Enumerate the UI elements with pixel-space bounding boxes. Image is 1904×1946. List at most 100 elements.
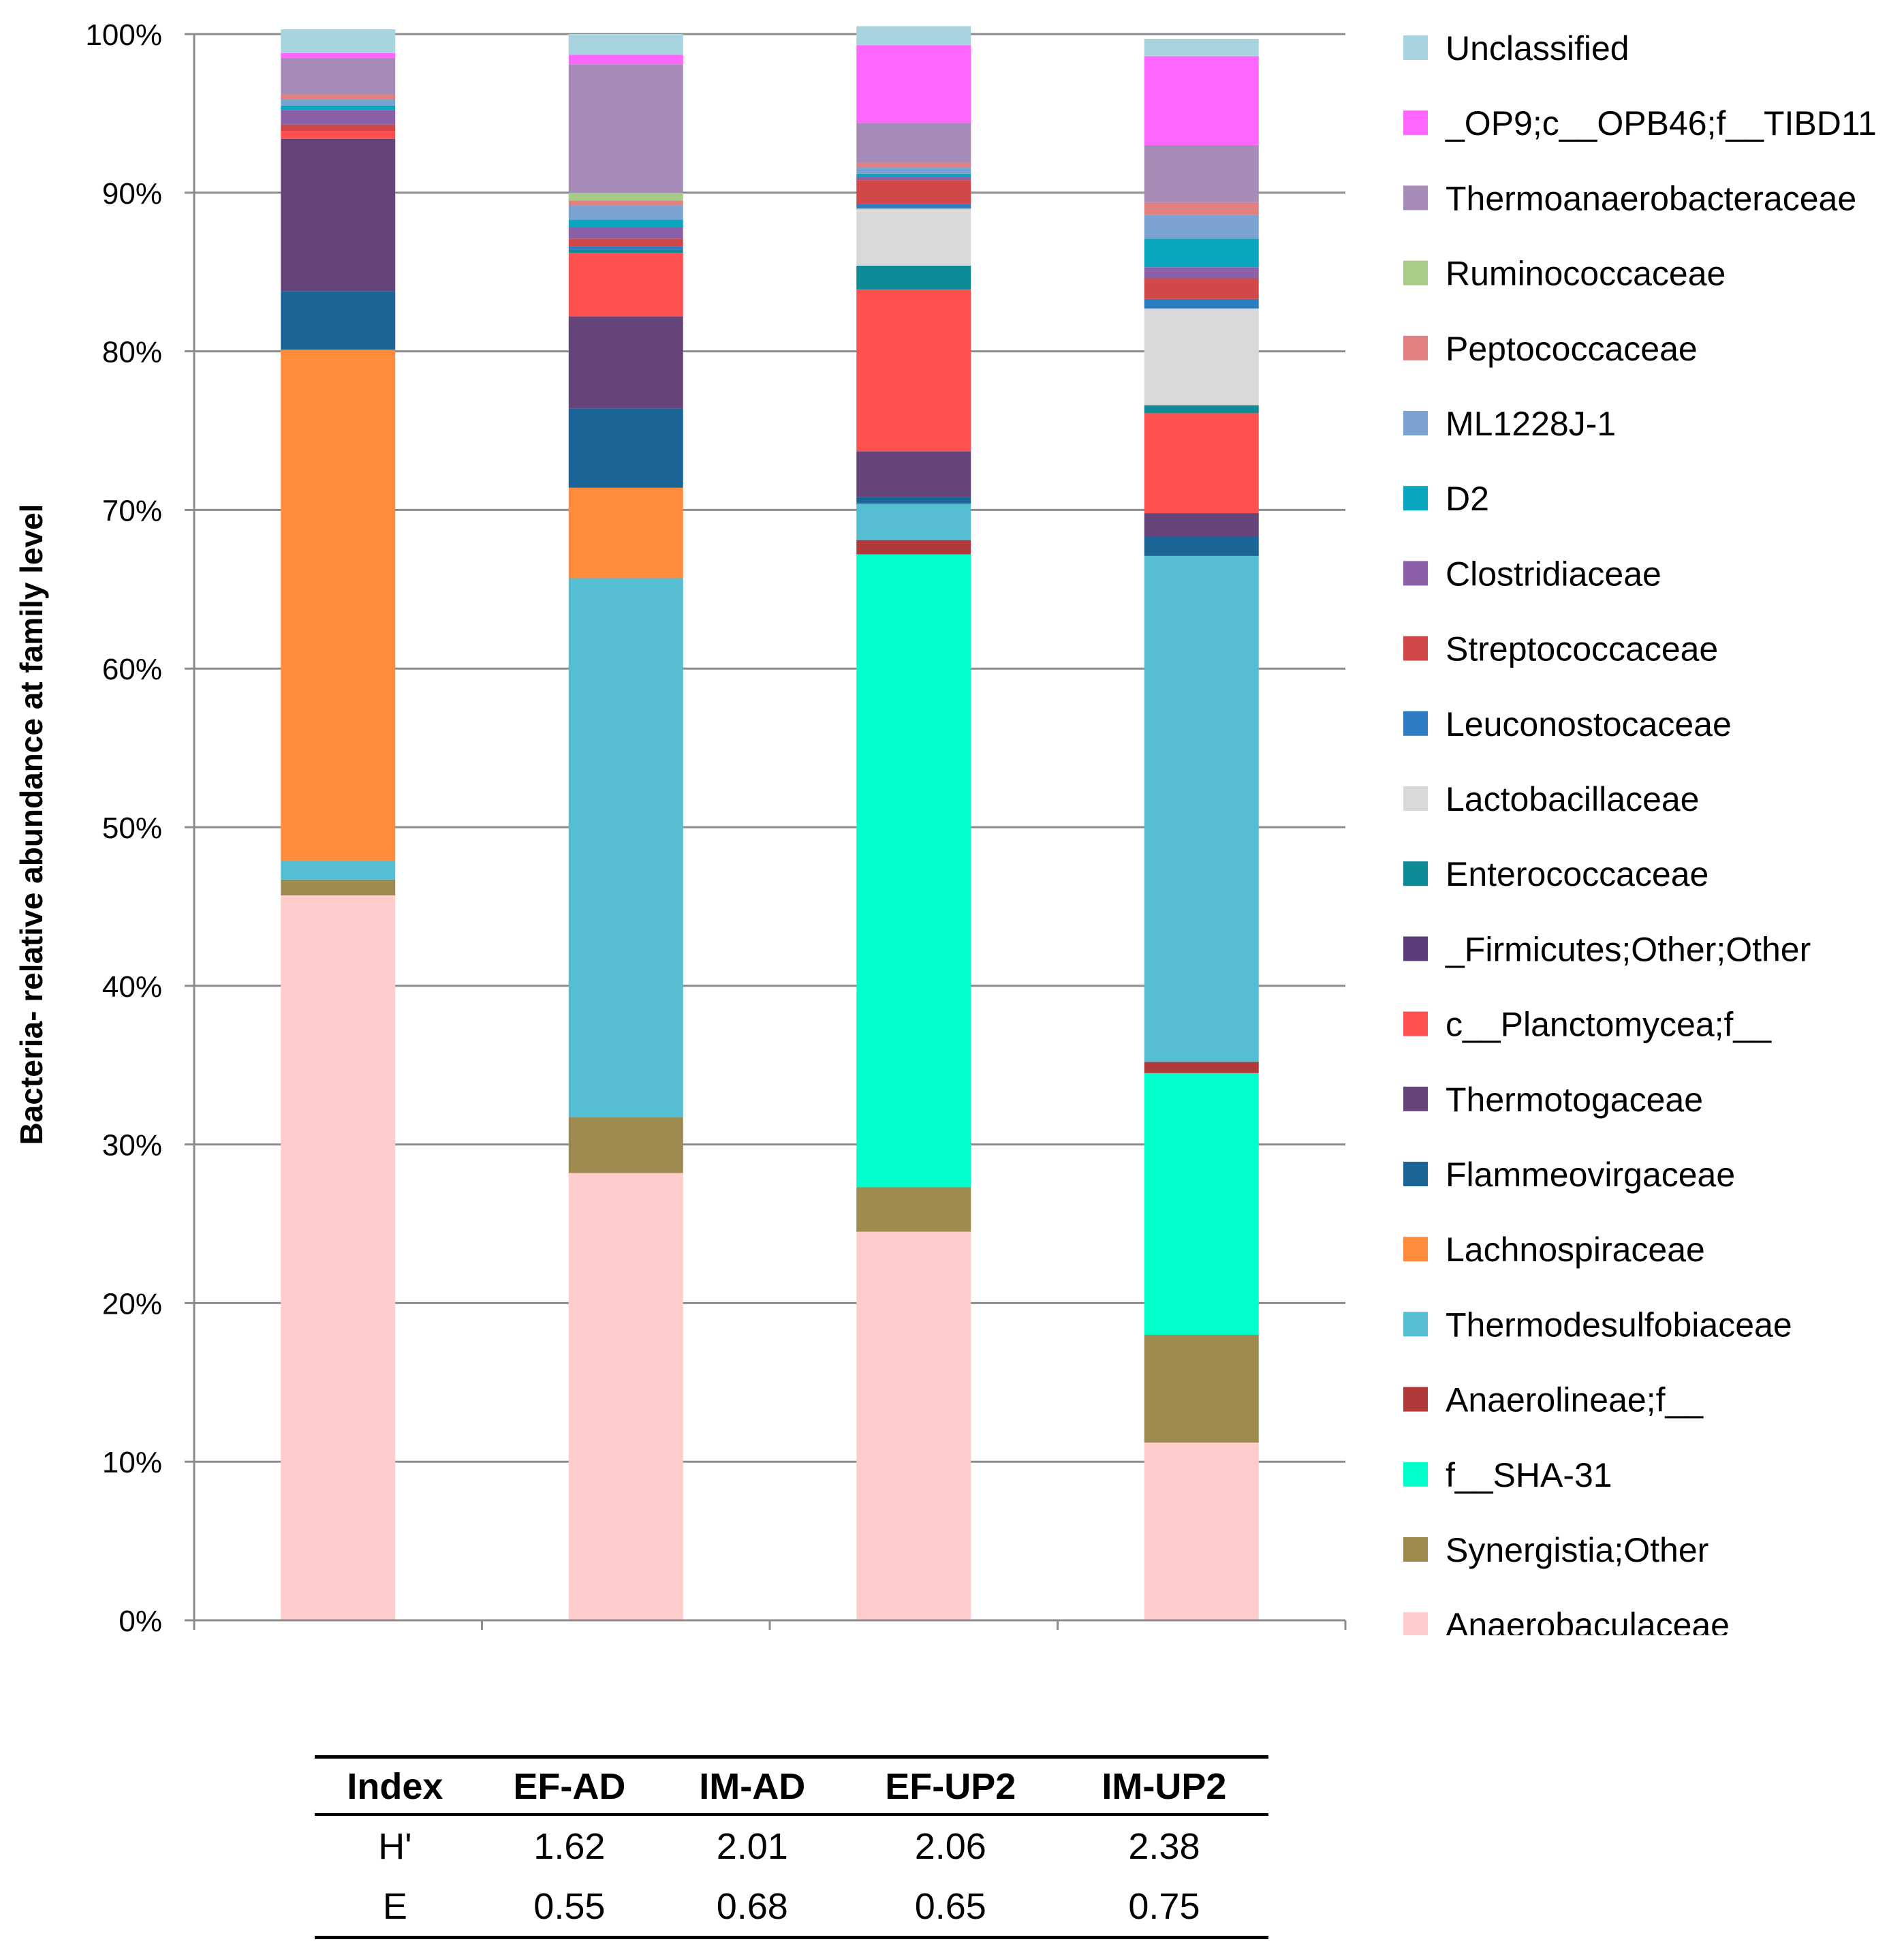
legend-label: Anaerobaculaceae <box>1446 1606 1730 1635</box>
bar-segment <box>856 289 971 452</box>
bar-segment <box>856 265 971 290</box>
bar-segment <box>281 124 396 132</box>
y-tick-label: 100% <box>85 18 162 52</box>
bar-segment <box>568 219 683 228</box>
table-cell: 0.65 <box>841 1876 1060 1939</box>
legend-swatch <box>1403 1237 1428 1262</box>
bar-segment <box>568 249 683 253</box>
bar-segment <box>856 123 971 163</box>
bar-segment <box>568 192 683 201</box>
legend-label: Thermoanaerobacteraceae <box>1446 179 1856 217</box>
bar-segment <box>856 167 971 174</box>
legend-label: Anaerolineae;f__ <box>1446 1381 1704 1419</box>
header-ef-ad: EF-AD <box>475 1755 664 1816</box>
table-cell: 1.62 <box>533 1826 606 1867</box>
legend-swatch <box>1403 486 1428 511</box>
bar-segment <box>1144 555 1259 1062</box>
y-tick-label: 20% <box>102 1287 162 1320</box>
bar-segment <box>568 200 683 206</box>
bar-segment <box>856 173 971 177</box>
y-tick-label: 0% <box>119 1605 162 1635</box>
bar-segment <box>281 895 396 1620</box>
legend-label: _OP9;c__OPB46;f__TIBD11 <box>1445 104 1877 142</box>
header-im-up2: IM-UP2 <box>1059 1755 1268 1816</box>
bar-segment <box>856 26 971 46</box>
legend-label: Flammeovirgaceae <box>1446 1156 1735 1194</box>
bar-segment <box>1144 513 1259 537</box>
bar-segment <box>856 540 971 555</box>
legend-swatch <box>1403 185 1428 211</box>
bar-segment <box>856 1187 971 1232</box>
legend-label: _Firmicutes;Other;Other <box>1445 930 1811 968</box>
legend-label: Thermotogaceae <box>1446 1081 1703 1119</box>
bar-segment <box>856 176 971 181</box>
legend-swatch <box>1403 636 1428 661</box>
legend-swatch <box>1403 561 1428 586</box>
bar-segment <box>1144 278 1259 299</box>
bar-segment <box>856 497 971 504</box>
legend-label: c__Planctomycea;f__ <box>1446 1006 1772 1044</box>
y-tick-label: 40% <box>102 970 162 1004</box>
legend-label: Synergistia;Other <box>1446 1531 1708 1569</box>
legend-swatch <box>1403 936 1428 961</box>
bar-segment <box>856 45 971 123</box>
legend-label: Ruminococcaceae <box>1446 255 1726 293</box>
bar-segment <box>281 879 396 896</box>
legend: Unclassified _OP9;c__OPB46;f__TIBD11 Therm… <box>1403 29 1877 1635</box>
header-index: Index <box>315 1755 475 1816</box>
bar-segment <box>281 131 396 139</box>
bar-segment <box>568 316 683 409</box>
bar-segment <box>281 105 396 110</box>
bar-segment <box>1144 308 1259 405</box>
legend-label: Clostridiaceae <box>1446 555 1661 593</box>
table-row: H' 1.62 2.01 2.06 2.38 <box>315 1814 1268 1876</box>
legend-swatch <box>1403 35 1428 60</box>
legend-swatch <box>1403 1612 1428 1635</box>
bars <box>281 26 1259 1620</box>
bar-segment <box>281 350 396 861</box>
legend-label: ML1228J-1 <box>1446 405 1616 443</box>
legend-swatch <box>1403 861 1428 886</box>
table-row: E 0.55 0.68 0.65 0.75 <box>315 1876 1268 1939</box>
legend-swatch <box>1403 1162 1428 1186</box>
bar-segment <box>568 253 683 317</box>
header-ef-up2: EF-UP2 <box>841 1755 1060 1816</box>
legend-swatch <box>1403 1462 1428 1487</box>
bar-segment <box>1144 405 1259 414</box>
bar-segment <box>1144 413 1259 514</box>
bar-segment <box>1144 1062 1259 1073</box>
bar-segment <box>281 94 396 99</box>
legend-swatch <box>1403 411 1428 435</box>
table-cell: 0.68 <box>663 1876 841 1939</box>
bar-segment <box>1144 267 1259 279</box>
bar-segment <box>1144 1072 1259 1335</box>
bar-segment <box>856 1231 971 1620</box>
bar-segment <box>1144 38 1259 57</box>
bar-segment <box>281 29 396 53</box>
table-cell: 0.75 <box>1059 1876 1268 1939</box>
bar-segment <box>281 291 396 350</box>
bar-segment <box>1144 1334 1259 1443</box>
legend-label: f__SHA-31 <box>1446 1456 1612 1494</box>
legend-label: Leuconostocaceae <box>1446 705 1732 743</box>
bar-segment <box>568 1173 683 1620</box>
y-axis-ticks: 0% 10% 20% 30% 40% 50% 60% 70% 80% 90% 100% <box>85 18 194 1635</box>
bar-segment <box>568 55 683 65</box>
bar-segment <box>568 238 683 247</box>
legend-label: Thermodesulfobiaceae <box>1446 1306 1792 1344</box>
header-im-ad: IM-AD <box>663 1755 841 1816</box>
bar-segment <box>1144 144 1259 202</box>
bar-segment <box>856 208 971 266</box>
table-cell: 2.06 <box>914 1826 986 1867</box>
legend-label: Enterococcaceae <box>1446 855 1708 893</box>
row-label-h: H' <box>378 1826 412 1867</box>
legend-swatch <box>1403 786 1428 811</box>
y-tick-label: 30% <box>102 1129 162 1162</box>
legend-swatch <box>1403 1086 1428 1111</box>
table-cell: 2.38 <box>1128 1826 1200 1867</box>
axes <box>193 34 1347 1630</box>
bar-segment <box>856 180 971 204</box>
bar-segment <box>856 504 971 540</box>
table-cell: 0.55 <box>475 1876 664 1939</box>
bar-segment <box>568 246 683 250</box>
